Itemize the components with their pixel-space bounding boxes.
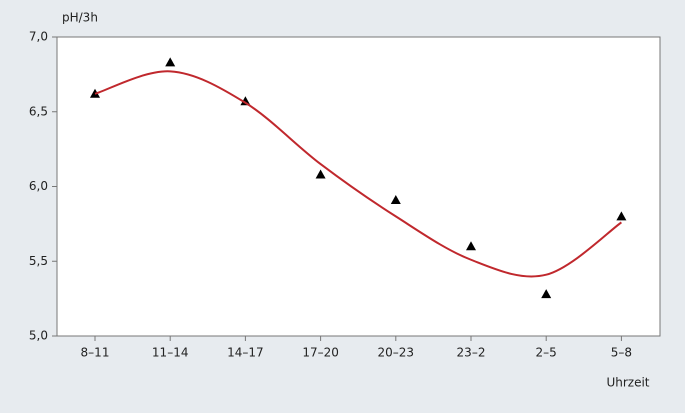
y-tick-label: 5,0 bbox=[29, 329, 48, 343]
x-tick-label: 11–14 bbox=[152, 346, 189, 360]
x-tick-label: 17–20 bbox=[302, 346, 339, 360]
data-point bbox=[616, 211, 627, 221]
data-point bbox=[240, 96, 251, 106]
y-tick-label: 6,0 bbox=[29, 179, 48, 193]
x-tick-label: 2–5 bbox=[536, 346, 557, 360]
data-point bbox=[315, 169, 326, 179]
x-tick-label: 8–11 bbox=[81, 346, 110, 360]
data-point bbox=[541, 289, 552, 299]
y-tick-label: 5,5 bbox=[29, 254, 48, 268]
x-tick-label: 5–8 bbox=[611, 346, 632, 360]
x-tick-label: 20–23 bbox=[378, 346, 415, 360]
x-tick-label: 23–2 bbox=[457, 346, 486, 360]
trend-curve bbox=[94, 70, 622, 278]
y-tick-label: 7,0 bbox=[29, 30, 48, 44]
y-axis-label: pH/3h bbox=[62, 11, 98, 25]
data-point bbox=[390, 194, 401, 204]
x-tick-label: 14–17 bbox=[227, 346, 264, 360]
x-axis-label: Uhrzeit bbox=[606, 376, 649, 390]
plot-area bbox=[56, 36, 661, 337]
data-point bbox=[466, 241, 476, 251]
data-point bbox=[165, 57, 176, 67]
y-tick-label: 6,5 bbox=[29, 104, 48, 118]
